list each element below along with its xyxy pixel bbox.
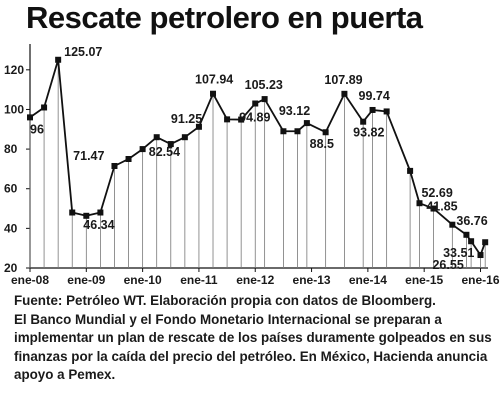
data-point <box>210 90 217 97</box>
data-label: 26.55 <box>432 258 463 272</box>
data-point <box>181 134 188 141</box>
data-point <box>224 116 231 123</box>
data-point <box>407 167 414 174</box>
price-line <box>29 58 487 256</box>
x-tick-label: ene-15 <box>405 273 443 287</box>
y-tick-label: 60 <box>4 182 18 196</box>
source-credit: Fuente: Petróleo WT. Elaboración propia … <box>14 293 436 308</box>
data-label: 105.23 <box>245 78 283 92</box>
x-tick-label: ene-11 <box>180 273 218 287</box>
y-tick-label: 20 <box>4 261 18 275</box>
data-label: 93.82 <box>353 126 384 140</box>
data-label: 88.5 <box>310 137 334 151</box>
x-tick-label: ene-10 <box>124 273 162 287</box>
data-point <box>55 56 62 63</box>
data-label: 33.51 <box>443 246 474 260</box>
data-point <box>41 104 48 111</box>
data-label: 46.34 <box>83 218 114 232</box>
data-point <box>195 123 202 130</box>
data-label: 125.07 <box>64 45 102 59</box>
data-point <box>153 134 160 141</box>
data-label: 94.89 <box>239 111 270 125</box>
x-tick-label: ene-13 <box>293 273 331 287</box>
data-label: 93.12 <box>279 104 310 118</box>
data-label: 52.69 <box>421 186 452 200</box>
data-label: 96 <box>30 122 44 136</box>
data-point <box>369 106 376 113</box>
price-series <box>27 56 489 259</box>
page-title: Rescate petrolero en puerta <box>26 0 423 35</box>
chart-axes: 20 40 60 80 100 120 ene-08 ene-09 ene-10 ene-11 en… <box>4 44 500 287</box>
data-point <box>449 221 456 228</box>
data-label: 91.25 <box>171 112 202 126</box>
data-point <box>383 108 390 115</box>
data-point <box>477 252 484 259</box>
data-point <box>294 128 301 135</box>
data-point <box>167 141 174 148</box>
data-point <box>463 231 470 238</box>
x-tick-label: ene-08 <box>11 273 49 287</box>
data-label: 71.47 <box>73 149 104 163</box>
data-point <box>303 120 310 127</box>
x-tick-label: ene-14 <box>349 273 387 287</box>
y-tick-label: 40 <box>4 221 18 235</box>
data-point <box>280 128 287 135</box>
data-point <box>97 209 104 216</box>
data-point <box>252 100 259 107</box>
source-note: Fuente: Petróleo WT. Elaboración propia … <box>14 292 492 385</box>
data-point <box>125 156 132 162</box>
oil-price-line-chart: 20 40 60 80 100 120 ene-08 ene-09 ene-10 ene-11 en… <box>4 44 500 287</box>
data-point <box>238 116 245 123</box>
data-point <box>322 129 329 136</box>
data-point <box>430 205 437 212</box>
data-label: 36.76 <box>456 214 487 228</box>
data-label: 107.89 <box>324 73 362 87</box>
data-point <box>341 90 348 97</box>
data-point <box>69 209 76 216</box>
x-tick-label: ene-16 <box>461 273 499 287</box>
data-label: 41.85 <box>426 200 457 214</box>
y-tick-label: 100 <box>4 102 24 116</box>
data-point <box>139 146 146 153</box>
drop-lines <box>29 59 486 268</box>
data-point <box>111 162 118 169</box>
data-point <box>27 114 33 121</box>
x-tick-label: ene-09 <box>67 273 105 287</box>
data-label: 99.74 <box>359 89 390 103</box>
data-point <box>360 118 367 125</box>
data-point <box>83 212 90 219</box>
data-label: 82.54 <box>149 145 180 159</box>
data-point <box>482 239 489 246</box>
data-label: 107.94 <box>195 73 233 87</box>
data-labels: 96 125.07 46.34 71.47 82.54 91.25 107.94 94.89 1… <box>30 45 488 272</box>
data-point <box>416 200 423 207</box>
y-tick-label: 80 <box>4 142 18 156</box>
x-tick-label: ene-12 <box>236 273 274 287</box>
data-point <box>468 238 475 245</box>
source-text: El Banco Mundial y el Fondo Monetario In… <box>14 311 492 383</box>
y-tick-label: 120 <box>4 63 24 77</box>
data-point <box>261 96 268 103</box>
